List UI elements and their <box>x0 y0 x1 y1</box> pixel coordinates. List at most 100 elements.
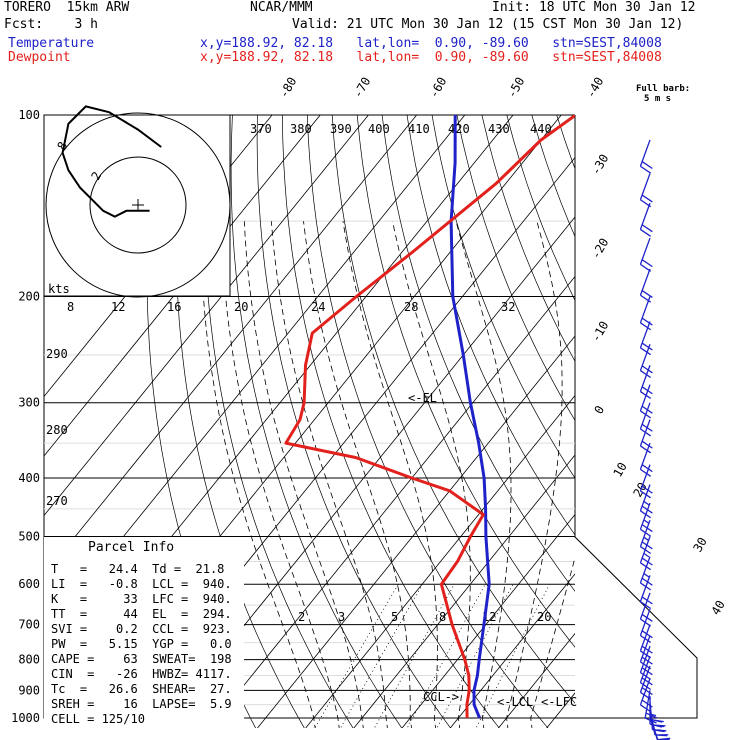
isotherm-label: -60 <box>426 75 449 101</box>
sounding-annotation: CCL-> <box>423 690 459 704</box>
theta-label: 410 <box>408 122 430 136</box>
parcel-info-row: CELL = 125/10 <box>51 712 145 726</box>
wind-barb <box>639 321 653 356</box>
parcel-info-row: T = 24.4 Td = 21.8 <box>51 562 225 576</box>
wind-barb-flag <box>640 528 652 537</box>
moist-adiabat-line <box>530 556 575 728</box>
wind-barb-flag <box>641 577 653 586</box>
temperature-legend-label: Temperature <box>8 36 95 51</box>
moist-adiabat-line <box>303 221 412 728</box>
wind-barb-flag <box>641 464 653 473</box>
wind-barb <box>639 484 653 519</box>
wind-barb <box>639 268 653 303</box>
theta-label: 280 <box>46 423 68 437</box>
wind-barb-flag <box>640 704 652 713</box>
dry-adiabat-line <box>281 115 500 728</box>
dry-adiabat-line <box>481 115 575 363</box>
dry-adiabat-line <box>331 115 575 704</box>
wind-barb-flag <box>640 199 652 208</box>
dry-adiabat-line <box>621 87 740 730</box>
barb-legend-sub: 5 m s <box>644 94 672 104</box>
forecast-hour: Fcst: 3 h <box>4 17 98 32</box>
wind-barb-flag <box>640 428 652 437</box>
wind-barb-flag <box>641 630 653 639</box>
temperature-location: x,y=188.92, 82.18 lat,lon= 0.90, -89.60 … <box>200 36 662 51</box>
wind-barb-flag <box>641 365 653 374</box>
wind-barb-flag <box>641 342 653 351</box>
pressure-label: 800 <box>18 653 40 667</box>
wind-barb-flag <box>641 194 653 203</box>
wind-barb-flag <box>640 347 652 356</box>
parcel-info-row: SVI = 0.2 CCL = 923. <box>51 622 232 636</box>
hodograph-scale-label: 16 <box>167 300 181 314</box>
wind-barb-flag <box>640 263 652 272</box>
wind-barb-flag <box>641 224 653 233</box>
wind-barb <box>639 520 653 555</box>
wind-barb-flag <box>640 228 652 237</box>
wind-barb-flag <box>654 734 668 737</box>
wind-barb-flag <box>640 391 652 400</box>
parcel-info-row: CAPE = 63 SWEAT= 198 <box>51 652 232 666</box>
moist-adiabat-line <box>270 221 388 728</box>
wind-barb-staff <box>639 202 651 230</box>
wind-barb <box>639 139 653 174</box>
pressure-label: 500 <box>18 529 40 543</box>
isotherm-label: -40 <box>583 75 606 101</box>
sounding-series <box>284 115 575 719</box>
wind-barb-flag <box>644 717 657 724</box>
isotherm-label: 0 <box>591 403 607 416</box>
dewpoint-line <box>284 115 575 719</box>
wind-barb <box>639 402 653 437</box>
dry-adiabat-line <box>203 115 354 728</box>
hodograph-unit-label: kts <box>48 282 70 296</box>
theta-label: 380 <box>290 122 312 136</box>
dry-adiabat-line <box>456 115 575 422</box>
wind-barb-flag <box>640 582 652 591</box>
hodograph-ring <box>45 112 231 298</box>
hodograph-scale-label: 8 <box>67 300 74 314</box>
wind-barb-flag <box>640 691 652 700</box>
wind-barb-staff <box>639 237 651 265</box>
theta-label: 430 <box>488 122 510 136</box>
isotherm-label: -80 <box>276 75 299 101</box>
wind-barb-flag <box>641 645 653 654</box>
model-name: TORERO 15km ARW <box>4 0 130 15</box>
pressure-label: 1000 <box>11 711 40 725</box>
wind-barb-flag <box>641 667 653 676</box>
mixing-ratio-label: 5 <box>391 610 398 624</box>
isotherm-label: -50 <box>504 75 527 101</box>
dry-adiabat-line <box>230 115 403 728</box>
wind-barb <box>639 624 653 659</box>
wind-barb-flag <box>641 485 653 494</box>
dewpoint-legend-label: Dewpoint <box>8 50 71 65</box>
wind-barb <box>639 344 653 379</box>
isotherm-line <box>593 87 740 730</box>
wind-barb-flag <box>645 712 658 719</box>
wind-barb <box>639 556 653 591</box>
wind-barb-flag <box>641 317 653 326</box>
wind-barb-flag <box>641 440 653 449</box>
wind-barb-flag <box>641 161 653 170</box>
parcel-info-row: TT = 44 EL = 294. <box>51 607 232 621</box>
wind-barb-flag <box>641 259 653 268</box>
pressure-label: 700 <box>18 618 40 632</box>
wind-barb-flag <box>640 445 652 454</box>
wind-barbs <box>639 139 671 740</box>
wind-barb-flag <box>641 423 653 432</box>
wind-barb-flag <box>640 650 652 659</box>
dry-adiabat-line <box>597 87 740 730</box>
moist-adiabat-line <box>342 221 438 728</box>
wind-barb-flag <box>640 546 652 555</box>
mixing-ratio-label: 2 <box>298 610 305 624</box>
isotherm-label: -70 <box>350 75 373 101</box>
sounding-annotation: <-EL <box>408 391 437 405</box>
wind-barb-flag <box>640 562 652 571</box>
isotherm-line <box>44 115 321 457</box>
dry-adiabat-line <box>406 115 575 536</box>
wind-barb-flag <box>640 634 652 643</box>
moist-adiabat-line <box>506 221 563 728</box>
wind-barb-half <box>643 573 650 578</box>
isotherm-line <box>401 513 575 728</box>
dry-adiabat-line <box>306 115 549 728</box>
